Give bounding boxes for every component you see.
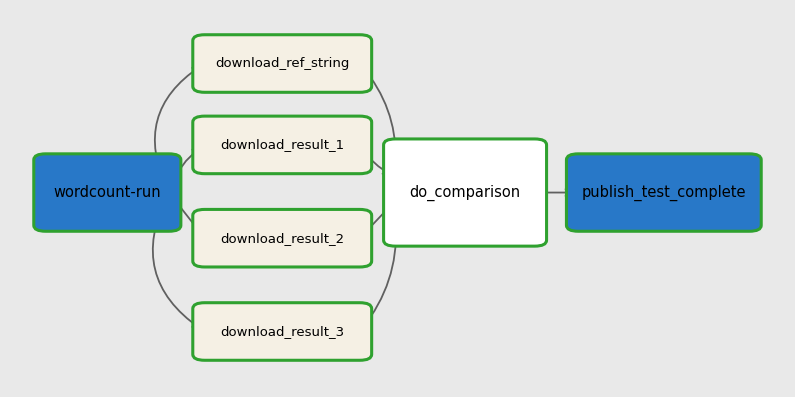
Text: download_result_3: download_result_3: [220, 325, 344, 338]
Text: do_comparison: do_comparison: [409, 185, 521, 200]
Text: publish_test_complete: publish_test_complete: [582, 185, 746, 200]
FancyBboxPatch shape: [383, 139, 546, 246]
Text: download_ref_string: download_ref_string: [215, 57, 350, 70]
FancyBboxPatch shape: [566, 154, 761, 231]
Text: wordcount-run: wordcount-run: [53, 185, 161, 200]
FancyBboxPatch shape: [192, 303, 371, 360]
FancyBboxPatch shape: [192, 35, 371, 93]
FancyBboxPatch shape: [192, 210, 371, 267]
FancyBboxPatch shape: [34, 154, 181, 231]
Text: download_result_1: download_result_1: [220, 139, 344, 151]
FancyBboxPatch shape: [192, 116, 371, 174]
Text: download_result_2: download_result_2: [220, 232, 344, 245]
